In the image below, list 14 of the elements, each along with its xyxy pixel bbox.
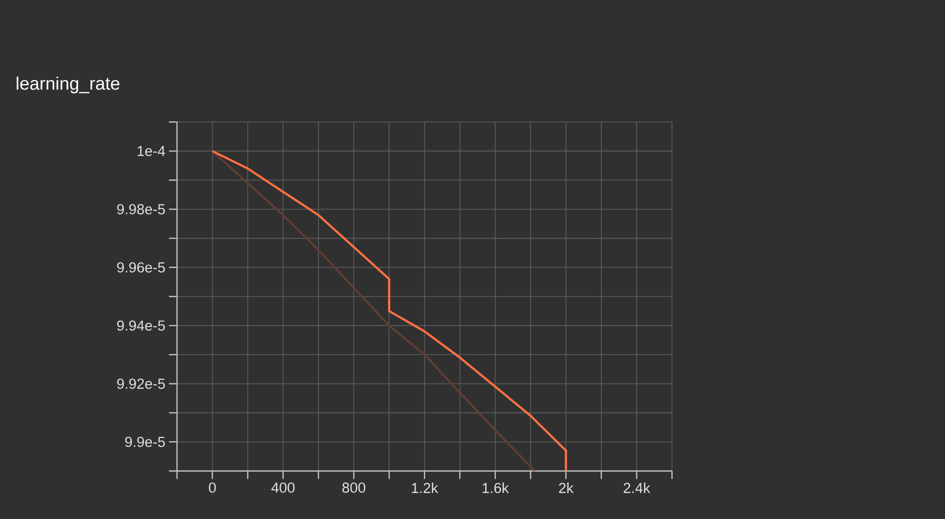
x-tick-label: 800: [342, 482, 366, 493]
y-tick-label: 1e-4: [138, 146, 166, 156]
x-tick-label: 1.6k: [482, 482, 509, 494]
y-tick-label: 9.9e-5: [125, 436, 165, 448]
y-tick-label: 9.94e-5: [117, 320, 165, 331]
y-tick-label: 9.98e-5: [117, 204, 165, 214]
x-tick-label: 1.2k: [412, 482, 438, 493]
x-tick-label: 2k: [559, 482, 574, 493]
y-tick-label: 9.96e-5: [117, 262, 165, 273]
x-tick-label: 400: [271, 482, 295, 493]
x-tick-label: 0: [208, 482, 216, 493]
x-tick-label: 2.4k: [624, 482, 650, 493]
chart-title: learning_rate: [16, 76, 120, 94]
y-tick-label: 9.92e-5: [117, 378, 165, 389]
